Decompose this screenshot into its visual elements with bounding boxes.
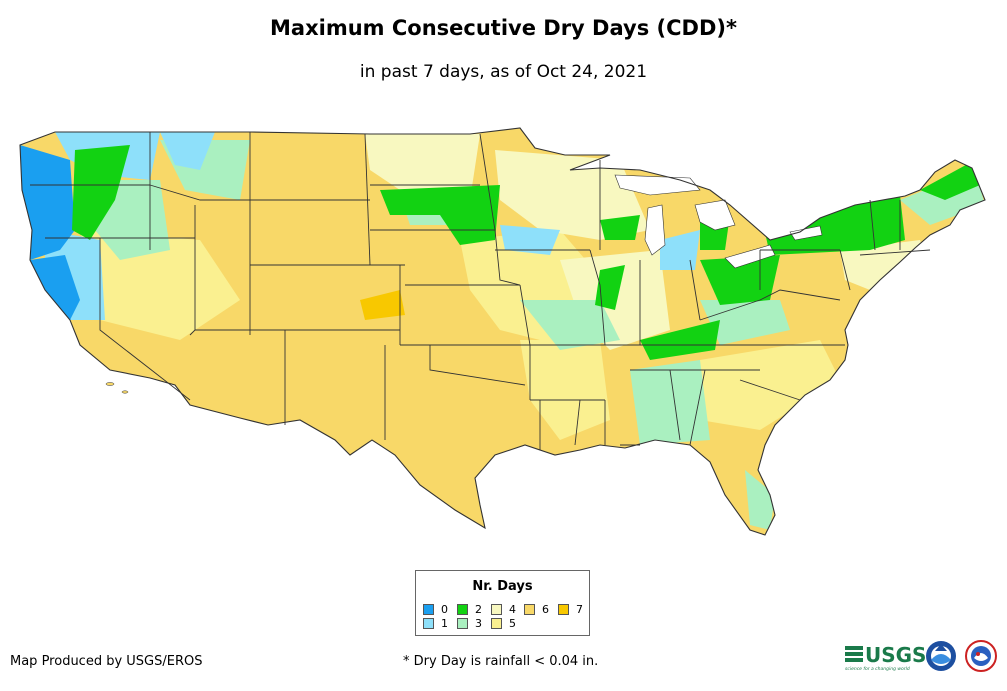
zone-3-missouri [520, 300, 620, 350]
legend-label-0: 0 [441, 603, 448, 616]
map-subtitle: in past 7 days, as of Oct 24, 2021 [359, 62, 648, 82]
legend-label-3: 3 [475, 617, 482, 630]
map-title: Maximum Consecutive Dry Days (CDD)* [270, 16, 737, 40]
zone-3-florida [745, 470, 775, 530]
legend-label-6: 6 [542, 603, 549, 616]
zone-1-idaho [160, 132, 215, 170]
usgs-tagline: science for a changing world [845, 666, 910, 672]
agency-logos: USGS science for a changing world [845, 640, 997, 672]
zone-2-illinois [595, 265, 625, 310]
zone-2-new-york [760, 195, 905, 255]
legend-swatch-0 [423, 604, 434, 615]
legend-swatch-3 [457, 618, 468, 629]
zone-1-minnesota [500, 225, 560, 255]
zone-4-north-dakota [365, 134, 480, 200]
usgs-wordmark: USGS [865, 643, 926, 667]
zone-4-upper-midwest [495, 150, 650, 240]
lake-michigan [644, 204, 666, 256]
dry-day-footnote: * Dry Day is rainfall < 0.04 in. [403, 654, 599, 669]
land-base [20, 128, 985, 535]
zone-2-kentucky [640, 320, 720, 360]
lake-erie [724, 244, 776, 269]
legend-label-7: 7 [576, 603, 583, 616]
map-legend: Nr. Days 0 1 2 3 4 5 6 7 [415, 570, 590, 636]
zone-7-kansas [360, 290, 405, 320]
legend-title: Nr. Days [472, 579, 533, 594]
nws-logo [965, 640, 997, 672]
zone-3-alabama [630, 360, 710, 445]
producer-credit: Map Produced by USGS/EROS [10, 654, 203, 669]
usgs-logo: USGS science for a changing world [845, 643, 926, 672]
zone-2-cascades [72, 145, 130, 240]
legend-swatch-5 [491, 618, 502, 629]
legend-swatch-6 [524, 604, 535, 615]
zone-3-virginia [700, 300, 790, 345]
lake-ontario [789, 225, 823, 241]
zone-0-pacific-northwest [20, 145, 75, 260]
channel-island [105, 382, 115, 386]
noaa-logo [926, 641, 956, 671]
channel-island [121, 390, 129, 394]
legend-label-2: 2 [475, 603, 482, 616]
legend-swatch-7 [558, 604, 569, 615]
zone-5-south [520, 340, 610, 440]
state-borders [19, 127, 986, 536]
legend-swatch-1 [423, 618, 434, 629]
zone-0-california-coast [30, 255, 80, 320]
legend-label-1: 1 [441, 617, 448, 630]
legend-label-5: 5 [509, 617, 516, 630]
legend-swatch-2 [457, 604, 468, 615]
legend-label-4: 4 [509, 603, 516, 616]
lake-huron [694, 199, 736, 231]
zone-5-southeast [700, 340, 840, 430]
legend-swatch-4 [491, 604, 502, 615]
zone-2-maine-north [920, 160, 980, 200]
zone-2-wisconsin [600, 215, 640, 240]
